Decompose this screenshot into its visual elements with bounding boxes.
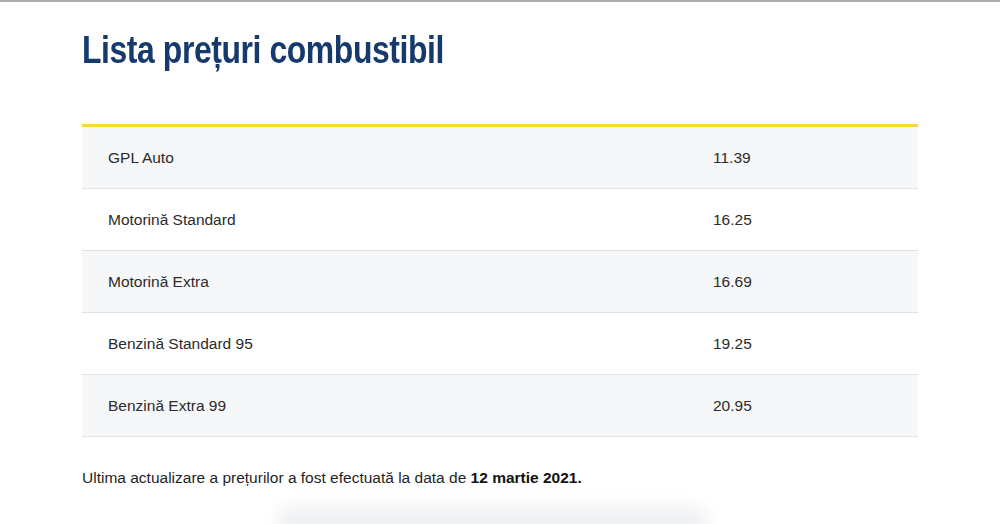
table-row: GPL Auto 11.39: [82, 127, 918, 189]
page-title: Lista prețuri combustibil: [82, 30, 784, 70]
table-row: Benzină Standard 95 19.25: [82, 313, 918, 375]
fuel-price-cell: 20.95: [713, 397, 752, 415]
last-update-text: Ultima actualizare a prețurilor a fost e…: [82, 469, 471, 486]
fuel-price-cell: 16.69: [713, 273, 752, 291]
bottom-shadow-decoration: [278, 506, 708, 524]
fuel-name-cell: Benzină Standard 95: [108, 335, 253, 353]
fuel-name-cell: Motorină Extra: [108, 273, 209, 291]
fuel-price-cell: 11.39: [713, 149, 751, 167]
fuel-name-cell: GPL Auto: [108, 149, 174, 167]
fuel-name-cell: Benzină Extra 99: [108, 397, 226, 415]
last-update-date: 12 martie 2021.: [471, 469, 582, 486]
fuel-price-page: { "header": { "title": "Lista prețuri co…: [0, 0, 1000, 524]
last-update-note: Ultima actualizare a prețurilor a fost e…: [82, 469, 918, 487]
fuel-price-cell: 16.25: [713, 211, 752, 229]
fuel-price-table: GPL Auto 11.39 Motorină Standard 16.25 M…: [82, 124, 918, 437]
table-row: Benzină Extra 99 20.95: [82, 375, 918, 437]
table-row: Motorină Extra 16.69: [82, 251, 918, 313]
table-row: Motorină Standard 16.25: [82, 189, 918, 251]
main-content: Lista prețuri combustibil GPL Auto 11.39…: [82, 2, 918, 503]
fuel-name-cell: Motorină Standard: [108, 211, 236, 229]
fuel-price-cell: 19.25: [713, 335, 752, 353]
